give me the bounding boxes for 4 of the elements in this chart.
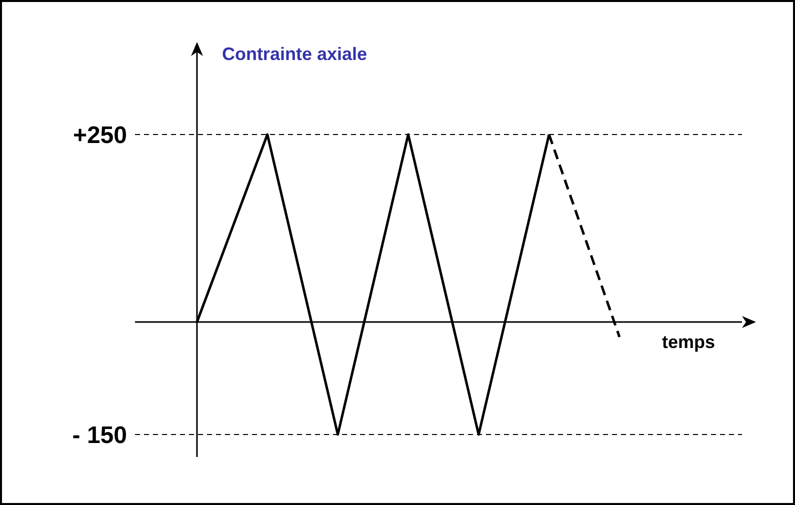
y-tick-label: - 150 bbox=[72, 422, 127, 450]
y-tick-label: +250 bbox=[72, 122, 127, 150]
x-axis-title: temps bbox=[662, 332, 716, 353]
y-axis-title: Contrainte axiale bbox=[222, 44, 367, 65]
